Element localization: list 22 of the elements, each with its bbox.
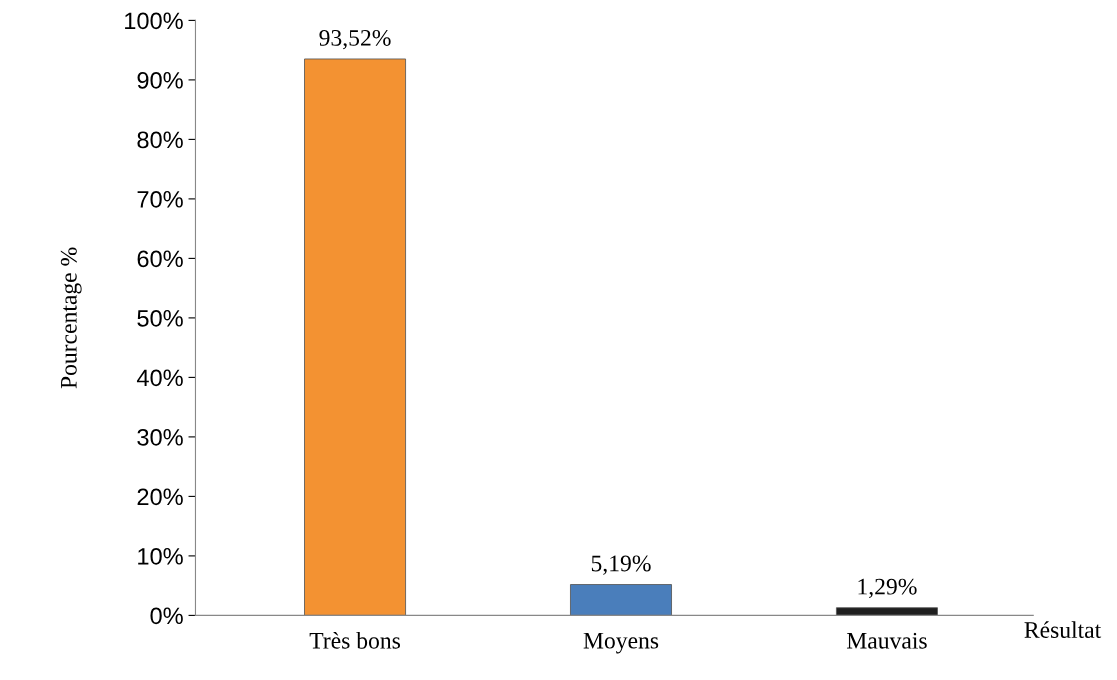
bar [304, 58, 406, 616]
y-tick-label: 100% [125, 12, 183, 30]
data-label: 5,19% [591, 555, 651, 575]
data-label: 93,52% [319, 29, 391, 50]
y-tick-label: 10% [138, 547, 183, 565]
x-axis-title: Résultat [1024, 621, 1102, 638]
y-tick-label: 50% [137, 309, 183, 327]
y-axis-title: Pourcentage % [60, 247, 82, 389]
y-tick-label: 60% [137, 250, 183, 268]
y-tick-label: 70% [137, 190, 183, 208]
x-tick-label: Très bons [309, 632, 401, 649]
y-tick-label: 40% [136, 369, 183, 387]
y-tick-label: 20% [137, 488, 183, 506]
y-tick-label: 0% [150, 607, 183, 625]
x-tick-label: Moyens [583, 632, 659, 654]
bar [836, 607, 938, 616]
bar [570, 584, 672, 616]
x-tick-label: Mauvais [846, 632, 927, 649]
y-tick-label: 90% [137, 71, 183, 89]
data-label: 1,29% [858, 578, 917, 598]
y-tick-label: 80% [137, 131, 183, 149]
y-tick-label: 30% [137, 428, 183, 446]
